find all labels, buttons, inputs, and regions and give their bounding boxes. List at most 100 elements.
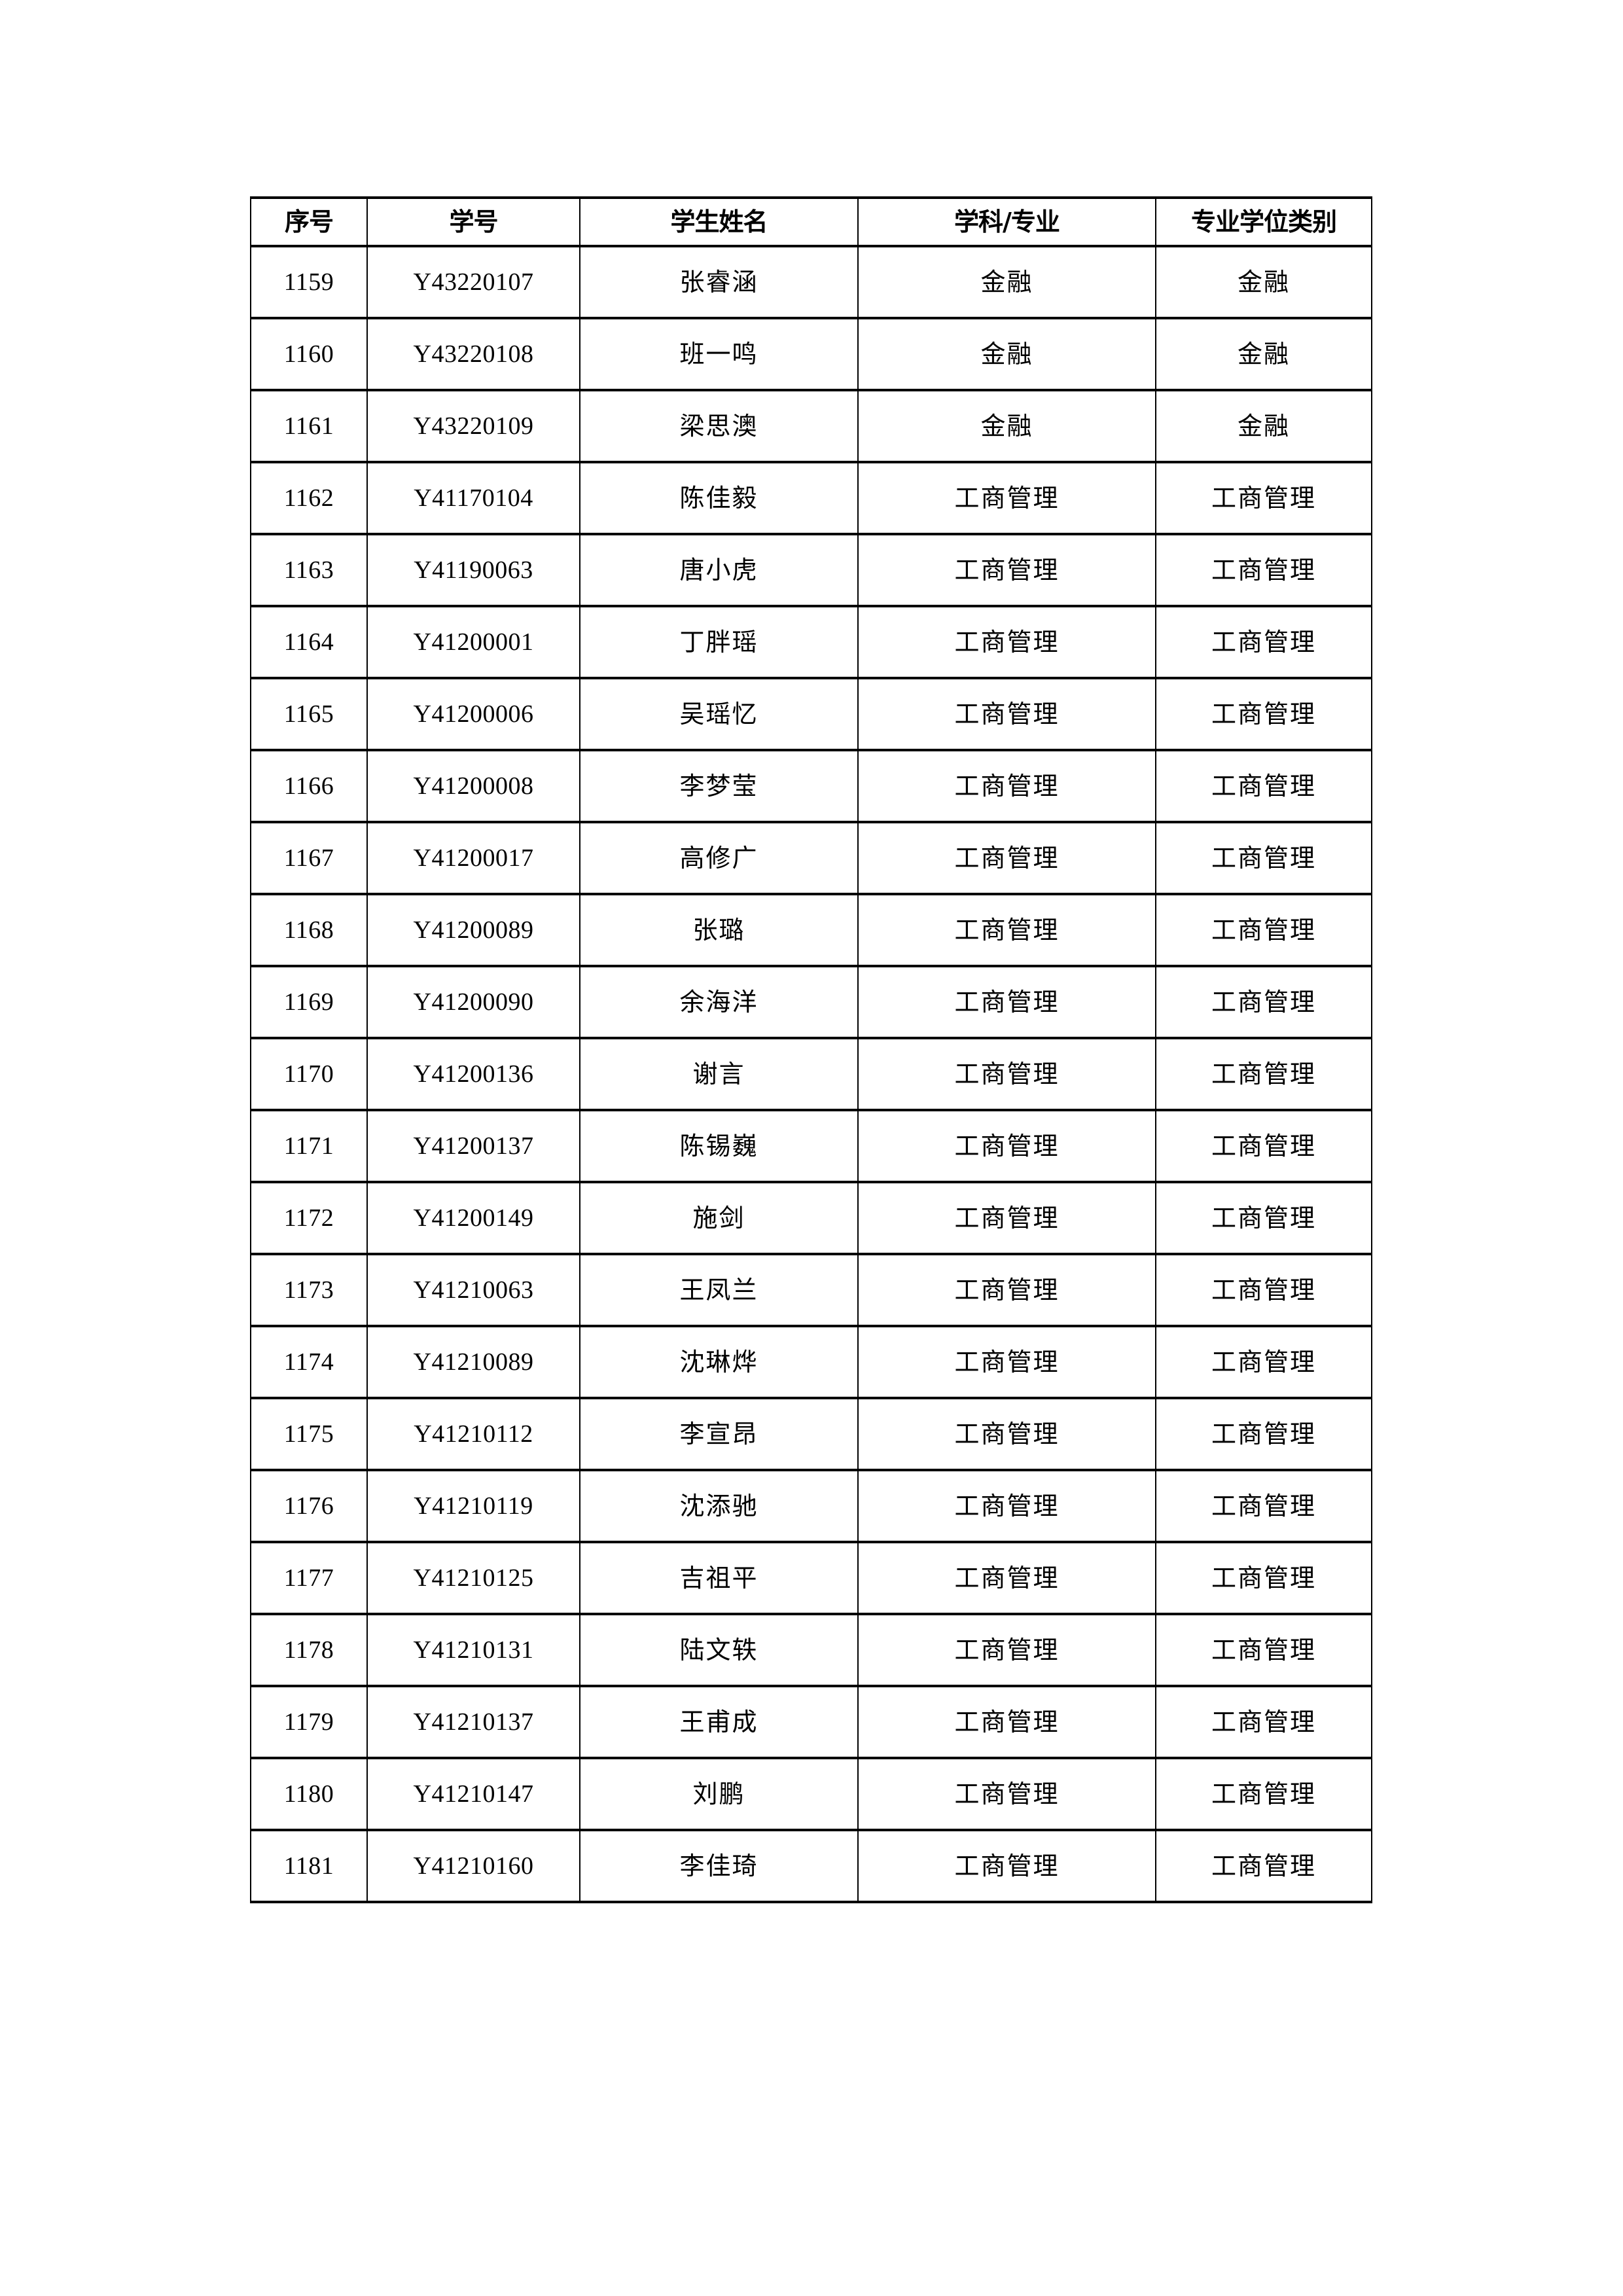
cell-student-name: 高修广	[579, 821, 859, 895]
column-header-sequence: 序号	[250, 196, 368, 247]
cell-major: 工商管理	[857, 893, 1156, 967]
cell-student-id: Y41190063	[366, 533, 580, 607]
table-row: 1162 Y41170104 陈佳毅 工商管理 工商管理	[250, 461, 1372, 535]
cell-student-id: Y41210119	[366, 1469, 580, 1543]
cell-student-id: Y43220109	[366, 389, 580, 463]
cell-student-id: Y41210137	[366, 1685, 580, 1759]
student-roster-table-container: 序号 学号 学生姓名 学科/专业 专业学位类别 1159 Y43220107 张睿涵…	[250, 196, 1372, 1903]
cell-student-id: Y41200089	[366, 893, 580, 967]
cell-student-name: 施剑	[579, 1181, 859, 1255]
cell-student-id: Y41210147	[366, 1757, 580, 1831]
cell-degree-type: 工商管理	[1155, 893, 1372, 967]
cell-student-id: Y41200136	[366, 1037, 580, 1111]
cell-student-id: Y41210125	[366, 1541, 580, 1615]
cell-major: 工商管理	[857, 1253, 1156, 1327]
cell-degree-type: 工商管理	[1155, 965, 1372, 1039]
cell-major: 工商管理	[857, 1325, 1156, 1399]
cell-degree-type: 工商管理	[1155, 1469, 1372, 1543]
cell-degree-type: 金融	[1155, 245, 1372, 319]
table-row: 1178 Y41210131 陆文轶 工商管理 工商管理	[250, 1613, 1372, 1687]
cell-sequence: 1164	[250, 605, 368, 679]
cell-sequence: 1173	[250, 1253, 368, 1327]
cell-sequence: 1167	[250, 821, 368, 895]
table-header: 序号 学号 学生姓名 学科/专业 专业学位类别	[250, 196, 1372, 247]
cell-major: 工商管理	[857, 677, 1156, 751]
cell-student-id: Y43220107	[366, 245, 580, 319]
cell-major: 金融	[857, 245, 1156, 319]
cell-major: 工商管理	[857, 749, 1156, 823]
cell-sequence: 1176	[250, 1469, 368, 1543]
cell-major: 金融	[857, 317, 1156, 391]
cell-degree-type: 工商管理	[1155, 1325, 1372, 1399]
cell-student-name: 丁胖瑶	[579, 605, 859, 679]
table-row: 1161 Y43220109 梁思澳 金融 金融	[250, 389, 1372, 463]
cell-degree-type: 工商管理	[1155, 821, 1372, 895]
cell-sequence: 1174	[250, 1325, 368, 1399]
cell-student-name: 唐小虎	[579, 533, 859, 607]
cell-student-name: 谢言	[579, 1037, 859, 1111]
cell-sequence: 1169	[250, 965, 368, 1039]
column-header-major: 学科/专业	[857, 196, 1156, 247]
cell-student-name: 吴瑶忆	[579, 677, 859, 751]
cell-major: 工商管理	[857, 461, 1156, 535]
table-row: 1176 Y41210119 沈添驰 工商管理 工商管理	[250, 1469, 1372, 1543]
table-row: 1164 Y41200001 丁胖瑶 工商管理 工商管理	[250, 605, 1372, 679]
cell-degree-type: 工商管理	[1155, 1757, 1372, 1831]
table-row: 1159 Y43220107 张睿涵 金融 金融	[250, 245, 1372, 319]
column-header-student-id: 学号	[366, 196, 580, 247]
cell-major: 工商管理	[857, 1541, 1156, 1615]
cell-sequence: 1180	[250, 1757, 368, 1831]
cell-student-id: Y41170104	[366, 461, 580, 535]
cell-degree-type: 工商管理	[1155, 1541, 1372, 1615]
cell-sequence: 1178	[250, 1613, 368, 1687]
table-row: 1166 Y41200008 李梦莹 工商管理 工商管理	[250, 749, 1372, 823]
cell-major: 工商管理	[857, 1829, 1156, 1903]
cell-student-name: 梁思澳	[579, 389, 859, 463]
cell-degree-type: 工商管理	[1155, 605, 1372, 679]
column-header-student-name: 学生姓名	[579, 196, 859, 247]
table-row: 1165 Y41200006 吴瑶忆 工商管理 工商管理	[250, 677, 1372, 751]
table-row: 1169 Y41200090 余海洋 工商管理 工商管理	[250, 965, 1372, 1039]
cell-degree-type: 工商管理	[1155, 1181, 1372, 1255]
cell-degree-type: 工商管理	[1155, 677, 1372, 751]
cell-student-id: Y41200008	[366, 749, 580, 823]
table-row: 1181 Y41210160 李佳琦 工商管理 工商管理	[250, 1829, 1372, 1903]
cell-degree-type: 工商管理	[1155, 1037, 1372, 1111]
table-row: 1179 Y41210137 王甫成 工商管理 工商管理	[250, 1685, 1372, 1759]
table-body: 1159 Y43220107 张睿涵 金融 金融 1160 Y43220108 班一鸣 金融 金融…	[250, 245, 1372, 1903]
cell-sequence: 1168	[250, 893, 368, 967]
cell-sequence: 1163	[250, 533, 368, 607]
cell-sequence: 1161	[250, 389, 368, 463]
cell-student-id: Y41200006	[366, 677, 580, 751]
cell-sequence: 1159	[250, 245, 368, 319]
cell-student-id: Y41210160	[366, 1829, 580, 1903]
cell-degree-type: 工商管理	[1155, 1685, 1372, 1759]
cell-student-name: 班一鸣	[579, 317, 859, 391]
cell-sequence: 1171	[250, 1109, 368, 1183]
cell-student-id: Y41200137	[366, 1109, 580, 1183]
cell-major: 工商管理	[857, 1397, 1156, 1471]
cell-student-name: 陈佳毅	[579, 461, 859, 535]
cell-sequence: 1160	[250, 317, 368, 391]
cell-degree-type: 工商管理	[1155, 1253, 1372, 1327]
cell-student-name: 余海洋	[579, 965, 859, 1039]
table-row: 1167 Y41200017 高修广 工商管理 工商管理	[250, 821, 1372, 895]
cell-student-id: Y41200149	[366, 1181, 580, 1255]
cell-student-id: Y41200090	[366, 965, 580, 1039]
cell-student-id: Y41210063	[366, 1253, 580, 1327]
cell-major: 工商管理	[857, 533, 1156, 607]
cell-student-id: Y41200001	[366, 605, 580, 679]
table-row: 1174 Y41210089 沈琳烨 工商管理 工商管理	[250, 1325, 1372, 1399]
cell-major: 工商管理	[857, 1757, 1156, 1831]
cell-sequence: 1162	[250, 461, 368, 535]
table-row: 1175 Y41210112 李宣昂 工商管理 工商管理	[250, 1397, 1372, 1471]
cell-major: 工商管理	[857, 1685, 1156, 1759]
cell-degree-type: 工商管理	[1155, 1613, 1372, 1687]
cell-major: 工商管理	[857, 965, 1156, 1039]
cell-student-name: 李佳琦	[579, 1829, 859, 1903]
cell-degree-type: 工商管理	[1155, 749, 1372, 823]
cell-major: 工商管理	[857, 1037, 1156, 1111]
cell-sequence: 1177	[250, 1541, 368, 1615]
cell-student-name: 张璐	[579, 893, 859, 967]
